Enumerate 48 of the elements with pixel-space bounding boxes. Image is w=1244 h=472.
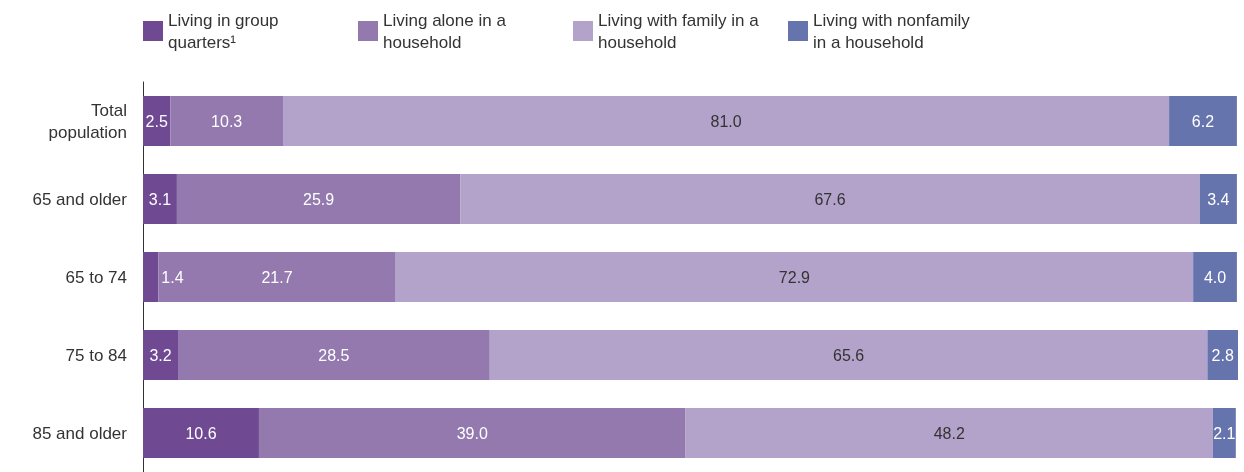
data-label: 72.9 xyxy=(778,268,811,286)
bar xyxy=(460,174,1200,224)
data-label: 2.1 xyxy=(1213,424,1236,442)
data-label: 25.9 xyxy=(303,190,335,208)
bar xyxy=(1169,96,1237,146)
bar xyxy=(258,408,686,458)
data-label: 65.6 xyxy=(833,346,865,364)
bar xyxy=(1199,174,1237,224)
data-label: 2.5 xyxy=(145,112,168,130)
bar xyxy=(1212,408,1236,458)
bar xyxy=(489,330,1208,380)
legend-label: Living with nonfamily in a household xyxy=(813,10,975,52)
data-label: 10.6 xyxy=(185,424,217,442)
bar xyxy=(143,252,159,302)
data-label: 28.5 xyxy=(318,346,350,364)
bar xyxy=(158,252,396,302)
y-tick-label: 65 and older xyxy=(32,189,128,209)
y-tick-label: Total population xyxy=(48,100,127,142)
data-label: 6.2 xyxy=(1191,112,1215,130)
data-label: 48.2 xyxy=(933,424,965,442)
bar xyxy=(143,408,259,458)
data-label: 67.6 xyxy=(814,190,846,208)
bar xyxy=(283,96,1170,146)
y-tick-label: 75 to 84 xyxy=(65,345,127,365)
data-label: 2.8 xyxy=(1211,346,1234,364)
bar xyxy=(395,252,1194,302)
bar xyxy=(176,174,461,224)
bar xyxy=(178,330,490,380)
legend-label: Living in group quarters¹ xyxy=(168,10,284,52)
data-label: 39.0 xyxy=(456,424,488,442)
data-label: 3.1 xyxy=(148,190,172,208)
bar xyxy=(143,330,179,380)
bar xyxy=(170,96,284,146)
bar xyxy=(1207,330,1238,380)
data-label: 3.4 xyxy=(1207,190,1230,208)
y-tick-label: 85 and older xyxy=(32,423,128,443)
data-label: 10.3 xyxy=(211,112,243,130)
data-label: 21.7 xyxy=(261,268,293,286)
legend-label: Living with family in a household xyxy=(598,10,764,52)
data-label: 4.0 xyxy=(1203,268,1227,286)
legend-label: Living alone in a household xyxy=(383,10,511,52)
bar xyxy=(143,174,177,224)
bar xyxy=(1193,252,1237,302)
data-label: 1.4 xyxy=(161,268,184,286)
data-label: 81.0 xyxy=(710,112,742,130)
data-label: 3.2 xyxy=(149,346,172,364)
bar xyxy=(685,408,1213,458)
y-tick-label: 65 to 74 xyxy=(65,267,127,287)
